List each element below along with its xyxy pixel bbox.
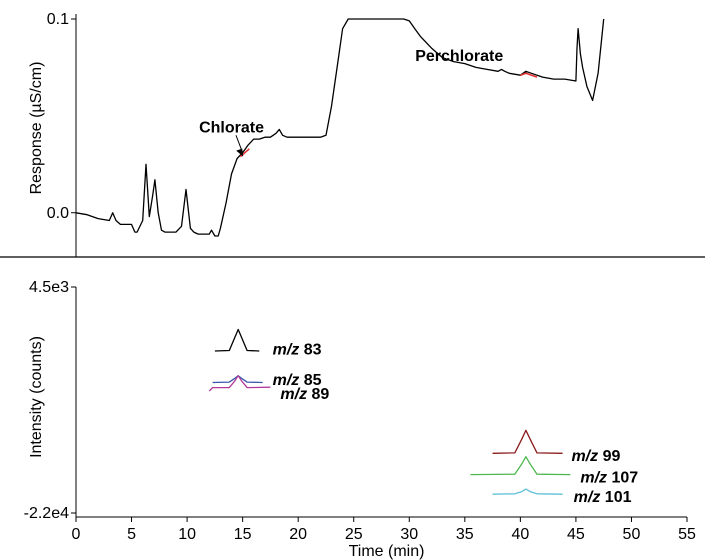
- x-tick-label: 25: [345, 526, 363, 543]
- x-tick-label: 15: [234, 526, 252, 543]
- mz-89-trace: [208, 375, 271, 392]
- mz-107-label: m/z 107: [580, 469, 638, 486]
- mz-99-label: m/z 99: [571, 448, 620, 465]
- annotation-arrowhead: [236, 148, 244, 157]
- mz-107-trace: [470, 456, 571, 476]
- x-axis: 0 5 10 15 20 25 30 35 40 45 50 55 Time (min): [72, 516, 696, 560]
- top-y-axis-label: Response (µS/cm): [28, 62, 45, 195]
- bottom-panel: 4.5e3 -2.2e4 Intensity (counts) m/z 83 m/z 8…: [24, 279, 639, 522]
- mz-83-label: m/z 83: [273, 341, 322, 358]
- x-tick-label: 10: [178, 526, 196, 543]
- top-y-tick-label: 0.1: [47, 11, 69, 28]
- x-tick-label: 45: [567, 526, 585, 543]
- x-tick-label: 0: [72, 526, 81, 543]
- x-tick-label: 50: [623, 526, 641, 543]
- mz-89-label: m/z 89: [280, 386, 329, 403]
- mz-85-label: m/z 85: [273, 372, 322, 389]
- x-axis-label: Time (min): [349, 543, 425, 560]
- top-y-tick-label: 0.0: [47, 205, 69, 222]
- x-tick-label: 55: [678, 526, 696, 543]
- mz-101-label: m/z 101: [574, 489, 632, 506]
- mz-99-trace: [492, 429, 563, 454]
- annotation-perchlorate: Perchlorate: [415, 48, 503, 65]
- x-tick-label: 20: [289, 526, 307, 543]
- mz-101-trace: [492, 488, 563, 495]
- x-tick-label: 30: [400, 526, 418, 543]
- mz-83-trace: [214, 328, 260, 352]
- bottom-y-tick-label: 4.5e3: [29, 279, 69, 296]
- x-tick-label: 5: [127, 526, 136, 543]
- fitted-peak-segment: [520, 72, 538, 78]
- bottom-y-tick-label: -2.2e4: [24, 505, 69, 522]
- bottom-y-axis-label: Intensity (counts): [28, 336, 45, 458]
- x-tick-label: 35: [456, 526, 474, 543]
- conductivity-trace: [75, 18, 605, 237]
- annotation-chlorate: Chlorate: [199, 120, 264, 137]
- x-tick-label: 40: [511, 526, 529, 543]
